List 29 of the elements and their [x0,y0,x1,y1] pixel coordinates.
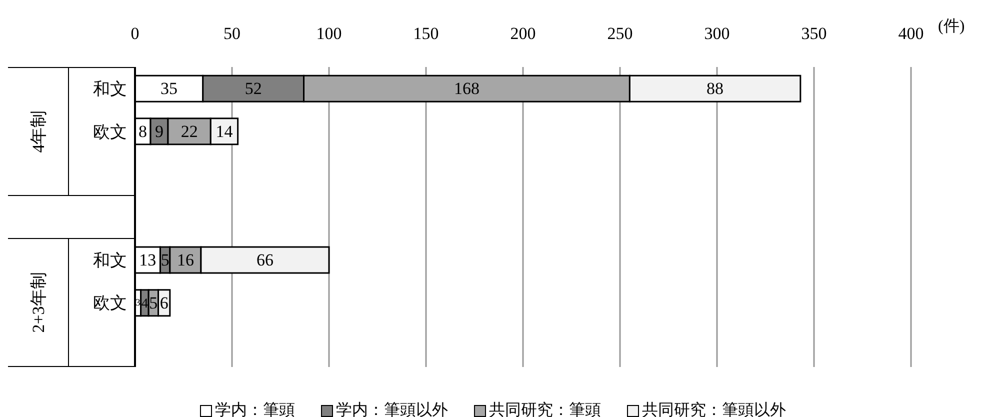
y-tick-label: 欧文 [93,122,127,142]
data-label: 88 [706,79,724,98]
x-tick-label: 400 [898,24,924,43]
data-label: 13 [139,250,156,270]
data-label: 5 [149,293,158,312]
data-label: 6 [160,293,168,312]
data-label: 16 [176,250,194,270]
data-label: 5 [160,250,170,270]
y-tick-label: 和文 [93,250,127,270]
data-label: 66 [256,250,274,270]
x-tick-label: 0 [130,24,140,43]
data-label: 9 [155,122,164,141]
x-tick-label: 50 [224,24,240,43]
x-tick-label: 300 [704,24,730,43]
x-tick-label: 150 [413,24,439,43]
data-label: 52 [244,79,262,98]
y-tick-label: 和文 [93,79,127,98]
data-label: 8 [138,122,148,141]
data-label: 3 [136,297,141,308]
data-label: 35 [160,79,178,98]
y-tick-label: 欧文 [93,294,127,313]
data-label: 22 [180,122,198,141]
x-axis-title: (件) [938,17,965,37]
x-tick-label: 250 [607,24,633,43]
x-tick-label: 100 [316,24,342,43]
data-label: 14 [216,122,234,141]
data-label: 168 [454,79,480,98]
x-tick-label: 200 [510,24,536,43]
x-tick-label: 350 [801,24,827,43]
